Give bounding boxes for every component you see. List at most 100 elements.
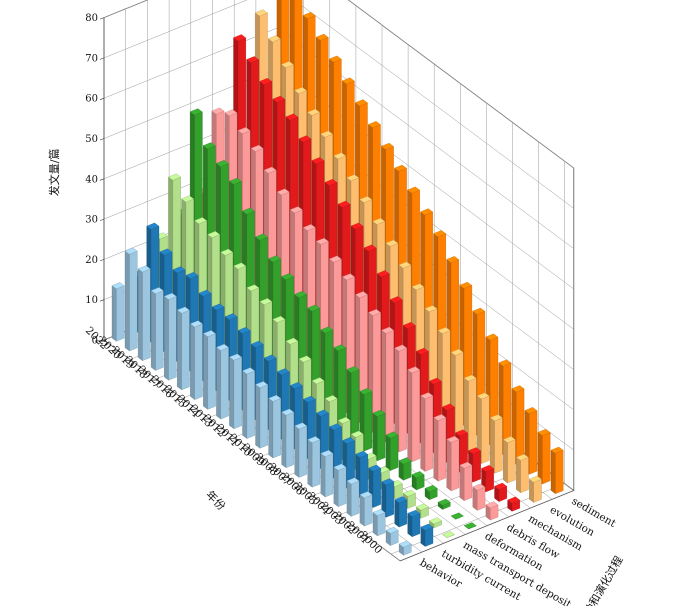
bar-top-face — [476, 392, 490, 400]
bar-top-face — [189, 108, 203, 116]
bar-top-face — [459, 281, 473, 289]
bar-side-face — [385, 434, 391, 471]
bar-debris-flow-2004 — [433, 414, 447, 482]
bar-front-face — [424, 395, 434, 472]
bar-front-face — [477, 486, 486, 511]
bar-deformation-2009 — [346, 366, 360, 442]
bar-side-face — [472, 486, 478, 511]
bar-front-face — [338, 466, 347, 507]
bar-top-face — [146, 222, 160, 230]
bar-top-face — [372, 217, 386, 225]
bar-top-face — [515, 453, 529, 461]
bar-top-face — [524, 407, 538, 414]
floor-gridline — [103, 339, 401, 562]
bar-side-face — [216, 346, 221, 420]
bar-top-face — [237, 327, 251, 334]
bar-behavior-2017 — [176, 306, 190, 391]
bar-side-face — [190, 323, 195, 401]
bar-top-face — [485, 501, 499, 509]
bar-top-face — [315, 33, 329, 41]
bar-front-face — [312, 439, 321, 488]
bar-top-face — [494, 482, 508, 490]
bar-behavior-2013 — [229, 353, 243, 430]
bar-top-face — [363, 244, 377, 252]
bar-front-face — [472, 450, 481, 483]
bar-deformation-2007 — [372, 409, 386, 462]
bar-mass-transport-deposit-2002 — [416, 503, 429, 519]
bar-top-face — [368, 309, 382, 316]
bar-front-face — [259, 384, 268, 449]
z-tick-mark — [99, 97, 105, 100]
bar-top-face — [228, 177, 242, 185]
bar-top-face — [163, 292, 177, 300]
bar-behavior-2010 — [268, 394, 282, 459]
bar-side-face — [137, 268, 143, 362]
bar-front-face — [385, 481, 395, 518]
bar-top-face — [320, 130, 334, 138]
bar-front-face — [272, 398, 281, 459]
bar-evolution-2004 — [476, 392, 490, 464]
bar-top-face — [359, 196, 373, 203]
bar-deformation-2003 — [424, 485, 438, 500]
bar-side-face — [320, 452, 326, 498]
bar-top-face — [307, 436, 321, 444]
bar-top-face — [289, 382, 303, 389]
bar-mass-transport-deposit-2001 — [429, 517, 443, 529]
bar-top-face — [398, 261, 412, 269]
bar-top-face — [259, 78, 273, 85]
bar-top-face — [350, 222, 364, 230]
bar-sediment-2001 — [537, 429, 551, 485]
bar-behavior-2006 — [320, 450, 334, 498]
bar-top-face — [298, 135, 312, 143]
bar-side-face — [407, 369, 413, 463]
bar-front-face — [529, 410, 538, 475]
bar-top-face — [429, 517, 443, 525]
bar-front-face — [451, 439, 460, 492]
bar-side-face — [242, 370, 248, 439]
bar-deformation-2000 — [463, 522, 477, 530]
bar-top-face — [380, 142, 394, 150]
bar-top-face — [407, 510, 421, 517]
bar-front-face — [364, 391, 373, 452]
bar-top-face — [268, 394, 282, 402]
bar-top-face — [537, 429, 551, 436]
bar-top-face — [389, 296, 403, 304]
bar-top-face — [333, 344, 347, 352]
z-tick-label: 30 — [85, 215, 98, 226]
bar-evolution-2002 — [502, 436, 516, 484]
bar-top-face — [442, 531, 456, 538]
bar-top-face — [315, 237, 329, 245]
bar-debris-flow-2003 — [446, 435, 460, 492]
bar-front-face — [377, 512, 386, 537]
bar-front-face — [398, 347, 407, 453]
bar-top-face — [302, 395, 316, 403]
bar-front-face — [377, 413, 386, 462]
bar-behavior-2004 — [346, 477, 360, 517]
bar-behavior-2003 — [359, 491, 373, 527]
z-tick-label: 20 — [85, 255, 98, 266]
bar-top-face — [246, 56, 260, 63]
bar-front-face — [494, 417, 503, 474]
bar-front-face — [155, 290, 164, 371]
bar-top-face — [294, 422, 308, 430]
bar-behavior-2021 — [124, 247, 138, 352]
bar-top-face — [381, 478, 395, 486]
bar-side-face — [459, 464, 465, 502]
bar-front-face — [412, 513, 421, 538]
bar-turbidity-current-2001 — [407, 510, 421, 538]
bar-side-face — [372, 512, 378, 537]
bar-top-face — [472, 307, 486, 315]
bar-top-face — [372, 509, 386, 516]
bar-side-face — [359, 494, 365, 527]
z-tick-mark — [99, 259, 105, 262]
z-tick-label: 80 — [85, 13, 98, 24]
bar-top-face — [507, 496, 521, 504]
z-tick-mark — [99, 178, 105, 181]
bar-behavior-2007 — [307, 436, 321, 488]
bar-top-face — [233, 262, 247, 270]
bar-deformation-2005 — [398, 457, 412, 481]
bar-front-face — [437, 417, 447, 482]
bar-side-face — [446, 439, 452, 492]
bar-side-face — [177, 309, 182, 391]
bar-deformation-2002 — [437, 498, 451, 510]
